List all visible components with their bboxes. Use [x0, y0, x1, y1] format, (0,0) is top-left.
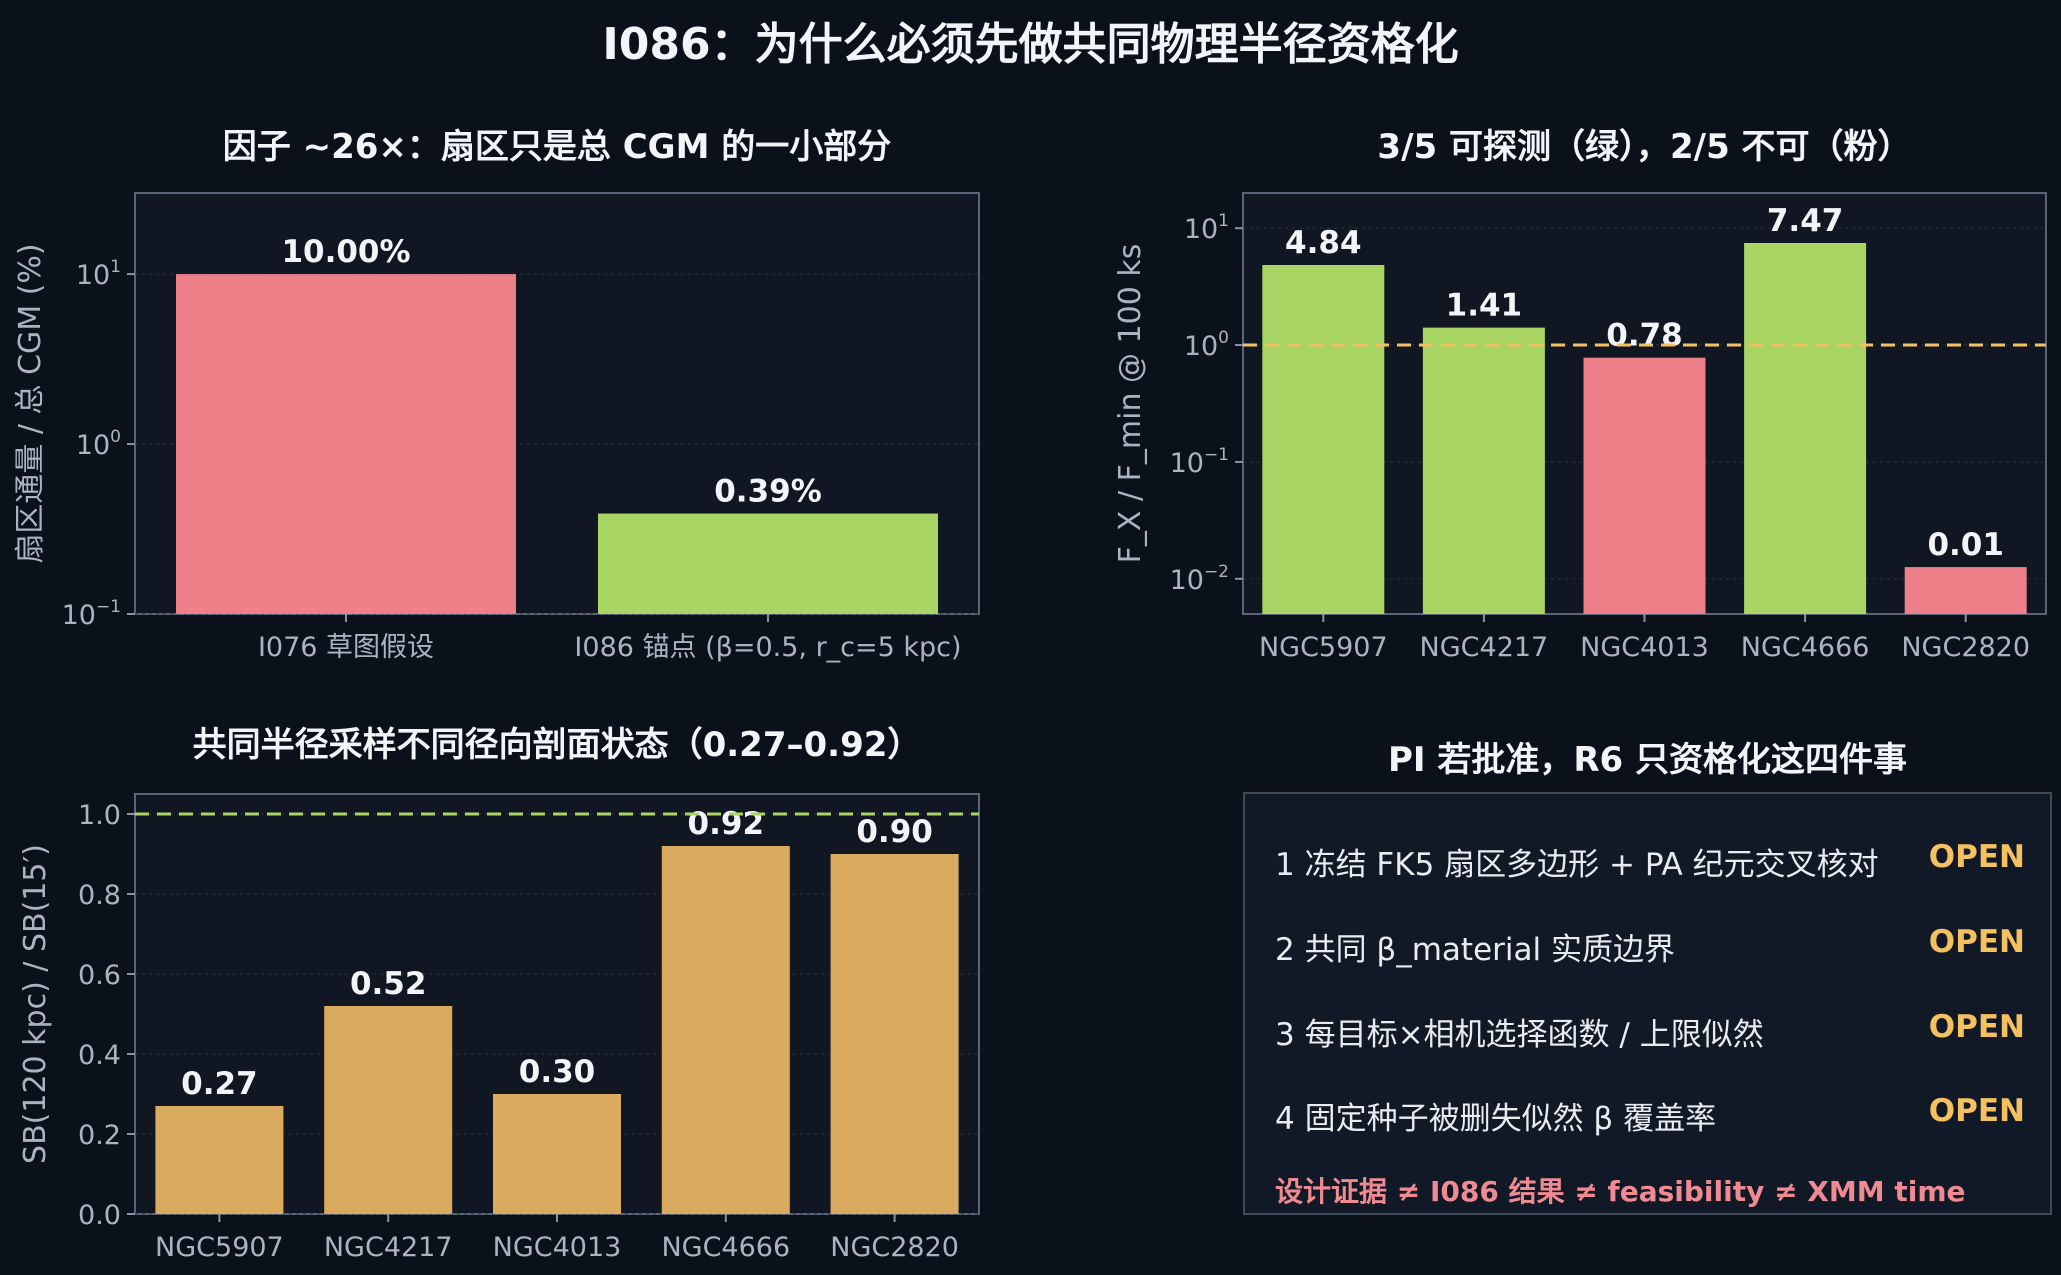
y-tick-label: 100 — [76, 427, 121, 461]
y-tick-label: 0.8 — [78, 880, 121, 911]
data-label: 0.27 — [181, 1066, 258, 1102]
bar — [661, 846, 790, 1214]
status-badge: OPEN — [1928, 1009, 2025, 1045]
x-tick-label: I076 草图假设 — [258, 632, 434, 663]
y-tick-label: 100 — [1184, 328, 1229, 362]
y-tick-exponent: −1 — [1204, 445, 1229, 465]
x-tick-label: NGC5907 — [155, 1232, 284, 1263]
data-label: 0.01 — [1927, 527, 2004, 563]
checklist-item-label: 1 冻结 FK5 扇区多边形 + PA 纪元交叉核对 — [1275, 847, 1879, 883]
data-label: 0.90 — [856, 814, 933, 850]
data-label: 0.30 — [519, 1054, 596, 1090]
checklist-item-label: 4 固定种子被删失似然 β 覆盖率 — [1275, 1101, 1717, 1137]
data-label: 7.47 — [1767, 203, 1844, 239]
status-badge: OPEN — [1928, 924, 2025, 960]
chart-title: 因子 ~26×：扇区只是总 CGM 的一小部分 — [223, 127, 892, 167]
checklist-title: PI 若批准，R6 只资格化这四件事 — [1387, 740, 1908, 780]
x-tick-label: NGC2820 — [1901, 632, 2030, 663]
y-tick-label: 10−1 — [1170, 445, 1229, 479]
x-tick-label: NGC4666 — [661, 1232, 790, 1263]
y-tick-exponent: 1 — [1218, 211, 1229, 231]
y-tick-label: 1.0 — [78, 800, 121, 831]
x-tick-label: NGC4217 — [324, 1232, 453, 1263]
bar — [1262, 265, 1385, 614]
bar — [1904, 567, 2027, 614]
y-tick-exponent: 1 — [110, 257, 121, 277]
data-label: 0.92 — [688, 806, 765, 842]
bar — [1744, 242, 1867, 615]
data-label: 4.84 — [1285, 225, 1362, 261]
bar — [1422, 327, 1545, 614]
checklist-panel: 1 冻结 FK5 扇区多边形 + PA 纪元交叉核对 OPEN 2 共同 β_m… — [1243, 792, 2052, 1215]
y-tick-label: 10−1 — [62, 597, 121, 631]
data-label: 1.41 — [1446, 288, 1523, 324]
data-label: 10.00% — [281, 234, 410, 270]
bar — [155, 1106, 284, 1214]
bar — [1583, 357, 1706, 614]
checklist-item-label: 2 共同 β_material 实质边界 — [1275, 932, 1675, 968]
y-tick-exponent: −1 — [96, 597, 121, 617]
status-badge: OPEN — [1928, 839, 2025, 875]
x-tick-label: NGC4013 — [1580, 632, 1709, 663]
bar — [830, 854, 959, 1214]
y-tick-label: 0.6 — [78, 960, 121, 991]
y-tick-label: 0.0 — [78, 1200, 121, 1231]
x-tick-label: NGC2820 — [830, 1232, 959, 1263]
y-axis-label: SB(120 kpc) / SB(15′) — [18, 844, 53, 1164]
x-tick-label: NGC5907 — [1259, 632, 1388, 663]
page-title: I086：为什么必须先做共同物理半径资格化 — [602, 19, 1459, 70]
status-badge: OPEN — [1928, 1093, 2025, 1129]
y-axis-label: 扇区通量 / 总 CGM (%) — [13, 243, 48, 563]
y-tick-exponent: −2 — [1204, 562, 1229, 582]
bar — [493, 1094, 621, 1214]
x-tick-label: NGC4013 — [493, 1232, 622, 1263]
x-tick-label: NGC4217 — [1420, 632, 1549, 663]
bar — [324, 1006, 453, 1214]
data-label: 0.52 — [350, 966, 427, 1002]
y-tick-label: 101 — [1184, 211, 1229, 245]
y-tick-label: 0.4 — [78, 1040, 121, 1071]
y-tick-exponent: 0 — [110, 427, 121, 447]
bar — [176, 274, 516, 614]
disclaimer-note: 设计证据 ≠ I086 结果 ≠ feasibility ≠ XMM time — [1275, 1175, 1966, 1208]
x-tick-label: I086 锚点 (β=0.5, r_c=5 kpc) — [574, 632, 961, 663]
chart-title: 共同半径采样不同径向剖面状态（0.27–0.92） — [193, 725, 922, 765]
x-tick-label: NGC4666 — [1741, 632, 1870, 663]
y-tick-exponent: 0 — [1218, 328, 1229, 348]
y-axis-label: F_X / F_min @ 100 ks — [1113, 244, 1148, 564]
chart-title: 3/5 可探测（绿），2/5 不可（粉） — [1377, 127, 1911, 167]
data-label: 0.39% — [714, 474, 822, 510]
checklist-item-label: 3 每目标×相机选择函数 / 上限似然 — [1275, 1017, 1764, 1053]
y-tick-label: 0.2 — [78, 1120, 121, 1151]
data-label: 0.78 — [1606, 318, 1683, 354]
y-tick-label: 101 — [76, 257, 121, 291]
y-tick-label: 10−2 — [1170, 562, 1229, 596]
bar — [598, 513, 938, 614]
